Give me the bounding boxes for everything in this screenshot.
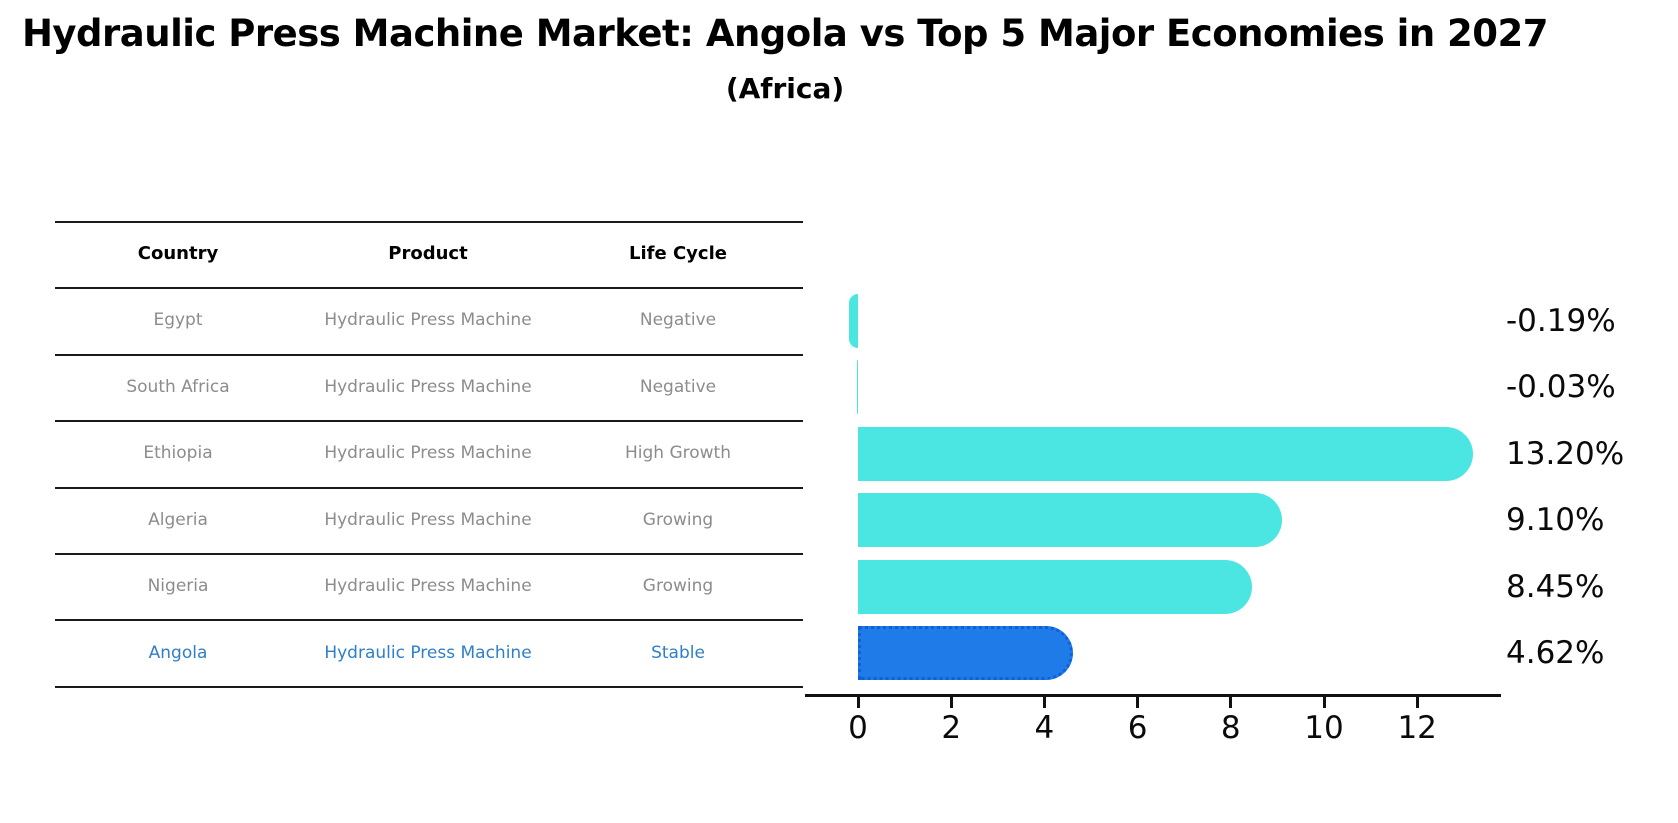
bar-nigeria bbox=[858, 560, 1252, 614]
table-divider bbox=[55, 553, 803, 555]
table-cell-product: Hydraulic Press Machine bbox=[324, 576, 532, 596]
table-divider bbox=[55, 221, 803, 223]
table-cell-product: Hydraulic Press Machine bbox=[324, 443, 532, 463]
table-divider bbox=[55, 487, 803, 489]
table-cell-product: Hydraulic Press Machine bbox=[324, 510, 532, 530]
x-axis-line bbox=[805, 694, 1501, 697]
table-divider bbox=[55, 619, 803, 621]
bar-ethiopia bbox=[858, 427, 1474, 481]
bar-south-africa bbox=[856, 360, 858, 414]
table-cell-life-cycle: Growing bbox=[642, 576, 714, 596]
table-header-life-cycle: Life Cycle bbox=[629, 243, 727, 264]
bar-egypt bbox=[849, 294, 858, 348]
x-axis-tick-label: 4 bbox=[1034, 710, 1055, 746]
table-cell-country: Ethiopia bbox=[143, 443, 213, 463]
x-axis-tick-label: 10 bbox=[1304, 710, 1344, 746]
table-cell-life-cycle: High Growth bbox=[624, 443, 732, 463]
table-divider bbox=[55, 686, 803, 688]
value-label-south-africa: -0.03% bbox=[1506, 369, 1616, 405]
chart-title: Hydraulic Press Machine Market: Angola v… bbox=[21, 12, 1549, 55]
chart-subtitle: (Africa) bbox=[725, 72, 845, 105]
value-label-angola: 4.62% bbox=[1506, 635, 1605, 671]
x-axis-tick-label: 6 bbox=[1127, 710, 1148, 746]
value-label-algeria: 9.10% bbox=[1506, 502, 1605, 538]
table-cell-country: Egypt bbox=[153, 310, 203, 330]
x-axis-tick bbox=[1415, 697, 1419, 708]
table-cell-life-cycle: Negative bbox=[639, 377, 717, 397]
table-cell-life-cycle: Stable bbox=[651, 643, 705, 663]
value-label-egypt: -0.19% bbox=[1506, 303, 1616, 339]
table-cell-life-cycle: Negative bbox=[639, 310, 717, 330]
x-axis-tick bbox=[1229, 697, 1233, 708]
table-cell-country: South Africa bbox=[126, 377, 230, 397]
x-axis-tick bbox=[856, 697, 860, 708]
table-divider bbox=[55, 354, 803, 356]
x-axis-tick bbox=[1322, 697, 1326, 708]
x-axis-tick-label: 0 bbox=[848, 710, 868, 746]
table-cell-product: Hydraulic Press Machine bbox=[324, 643, 532, 663]
x-axis-tick-label: 12 bbox=[1397, 710, 1437, 746]
x-axis-tick-label: 2 bbox=[941, 710, 962, 746]
table-divider bbox=[55, 287, 803, 289]
x-axis-tick bbox=[1136, 697, 1140, 708]
x-axis-tick bbox=[949, 697, 953, 708]
table-cell-country: Nigeria bbox=[147, 576, 209, 596]
table-divider bbox=[55, 420, 803, 422]
table-cell-country: Algeria bbox=[148, 510, 208, 530]
table-header-country: Country bbox=[137, 243, 219, 264]
x-axis-tick bbox=[1042, 697, 1046, 708]
table-cell-country: Angola bbox=[148, 643, 208, 663]
table-header-product: Product bbox=[388, 243, 468, 264]
table-cell-product: Hydraulic Press Machine bbox=[324, 310, 532, 330]
table-cell-product: Hydraulic Press Machine bbox=[324, 377, 532, 397]
value-label-ethiopia: 13.20% bbox=[1506, 436, 1625, 472]
value-label-nigeria: 8.45% bbox=[1506, 569, 1605, 605]
table-cell-life-cycle: Growing bbox=[642, 510, 714, 530]
bar-algeria bbox=[858, 493, 1283, 547]
bar-angola bbox=[858, 626, 1074, 680]
x-axis-tick-label: 8 bbox=[1220, 710, 1241, 746]
